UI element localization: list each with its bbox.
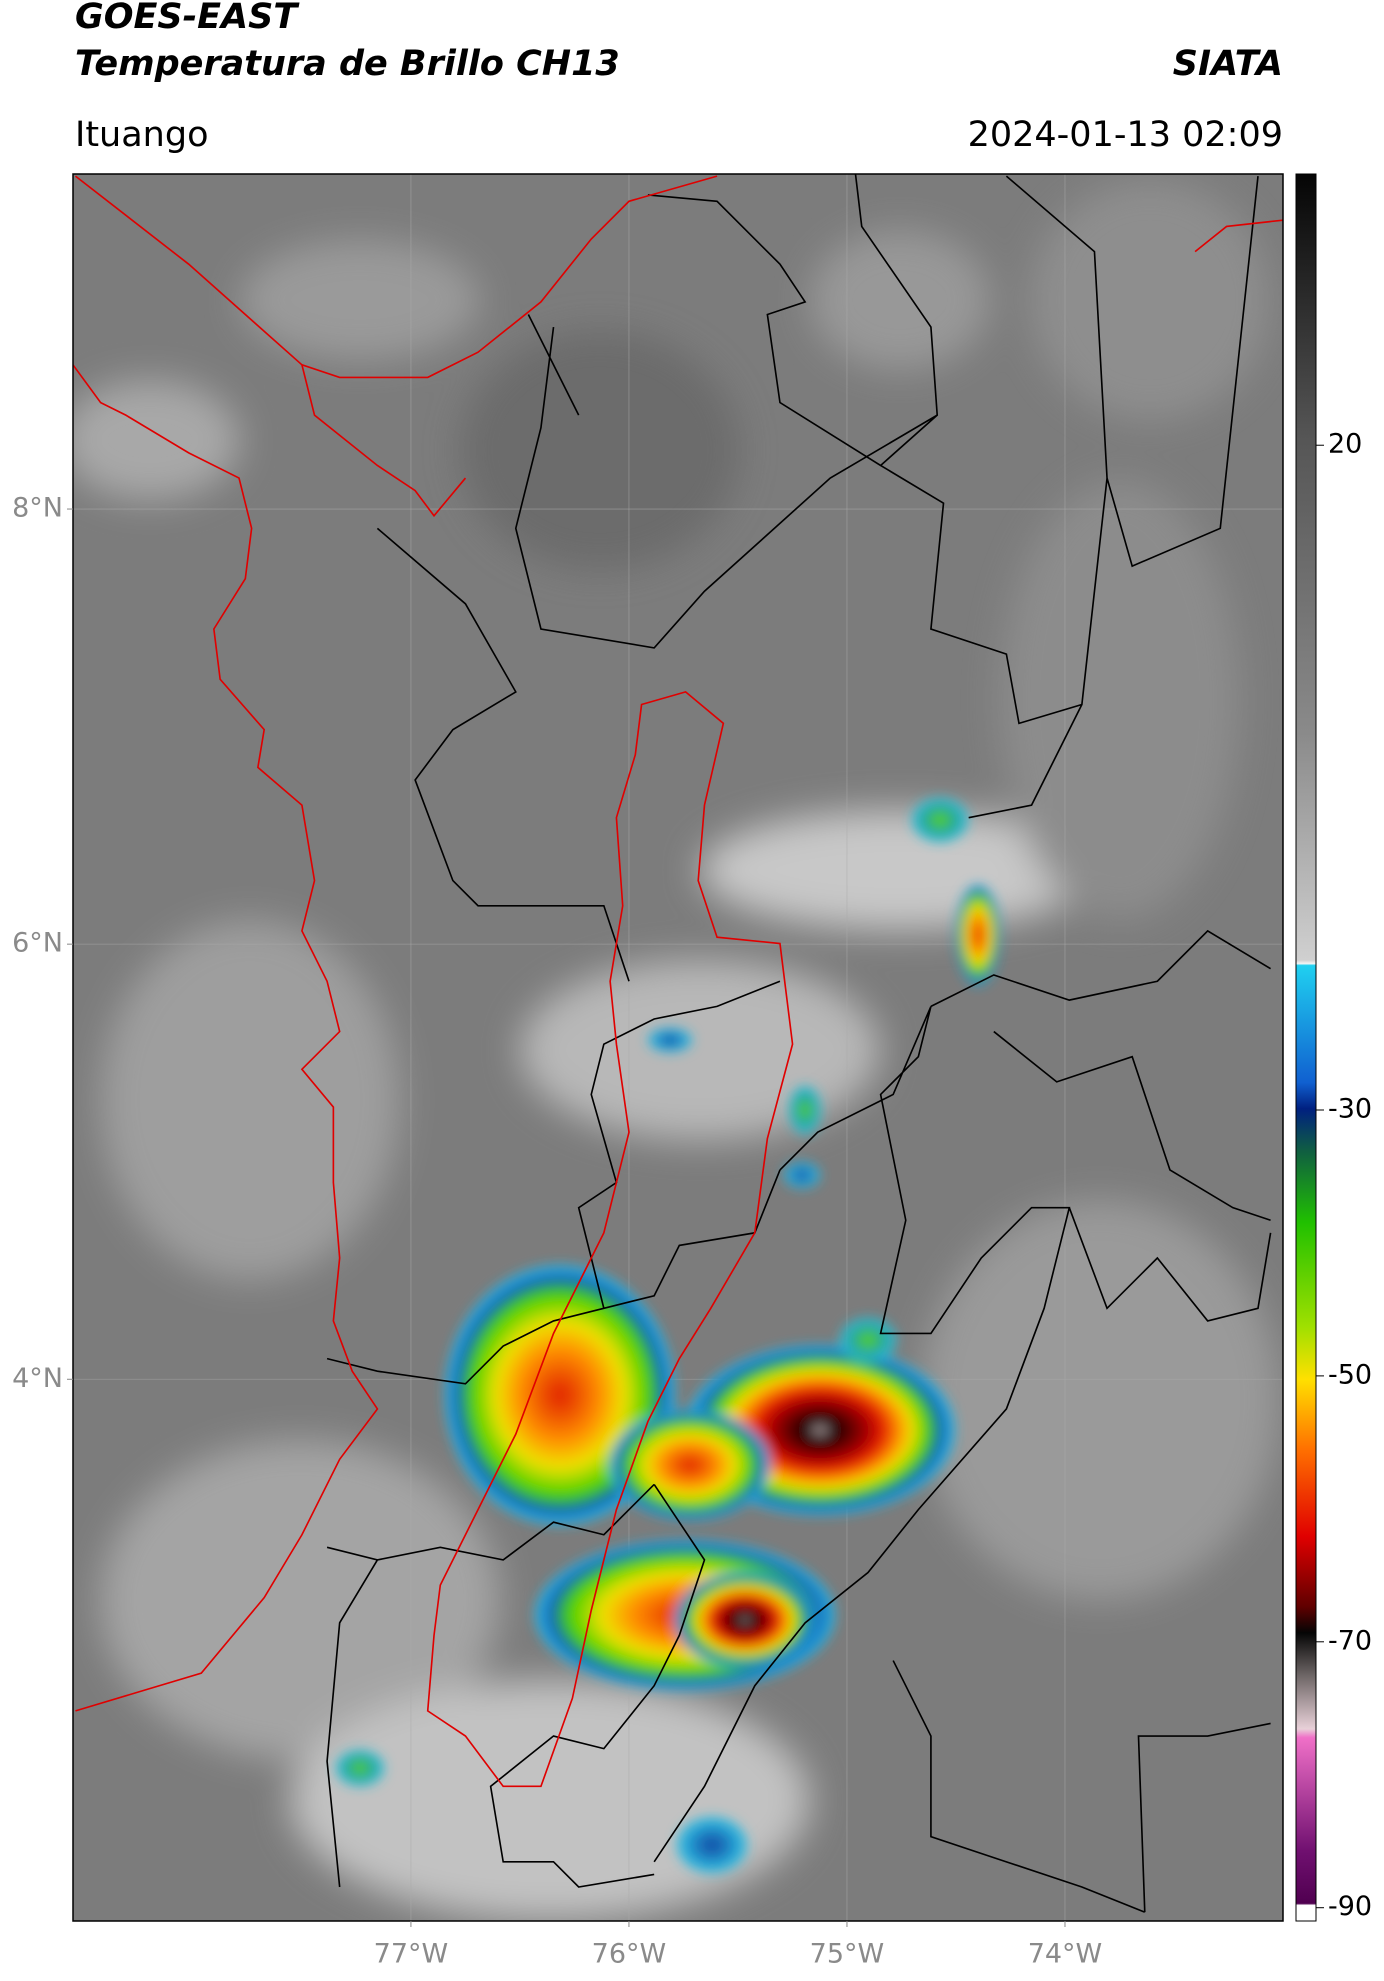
x-tick-label: 76°W bbox=[592, 1939, 667, 1970]
cloud-field bbox=[73, 180, 1280, 1920]
datetime: 2024-01-13 02:09 bbox=[968, 115, 1283, 155]
title: GOES-EAST bbox=[75, 0, 300, 37]
y-tick-label: 8°N bbox=[12, 493, 63, 524]
x-tick-label: 77°W bbox=[374, 1939, 449, 1970]
colorbar-tick-label: -70 bbox=[1328, 1625, 1372, 1656]
brand: SIATA bbox=[1173, 44, 1283, 84]
colorbar-tick-label: -90 bbox=[1328, 1891, 1372, 1922]
map-frame bbox=[72, 173, 1284, 1922]
colorbar bbox=[1295, 173, 1317, 1922]
location: Ituango bbox=[75, 115, 209, 155]
subtitle: Temperatura de Brillo CH13 bbox=[75, 44, 620, 84]
boundaries bbox=[73, 174, 1283, 1913]
map-area bbox=[73, 174, 1283, 1921]
colorbar-tick-label: -50 bbox=[1328, 1359, 1372, 1390]
y-tick-label: 4°N bbox=[12, 1363, 63, 1394]
y-tick-label: 6°N bbox=[12, 928, 63, 959]
colorbar-tick-label: 20 bbox=[1328, 429, 1362, 460]
x-tick-label: 74°W bbox=[1028, 1939, 1103, 1970]
convective-cells bbox=[336, 798, 1000, 1873]
colorbar-tick-label: -30 bbox=[1328, 1093, 1372, 1124]
x-tick-label: 75°W bbox=[810, 1939, 885, 1970]
